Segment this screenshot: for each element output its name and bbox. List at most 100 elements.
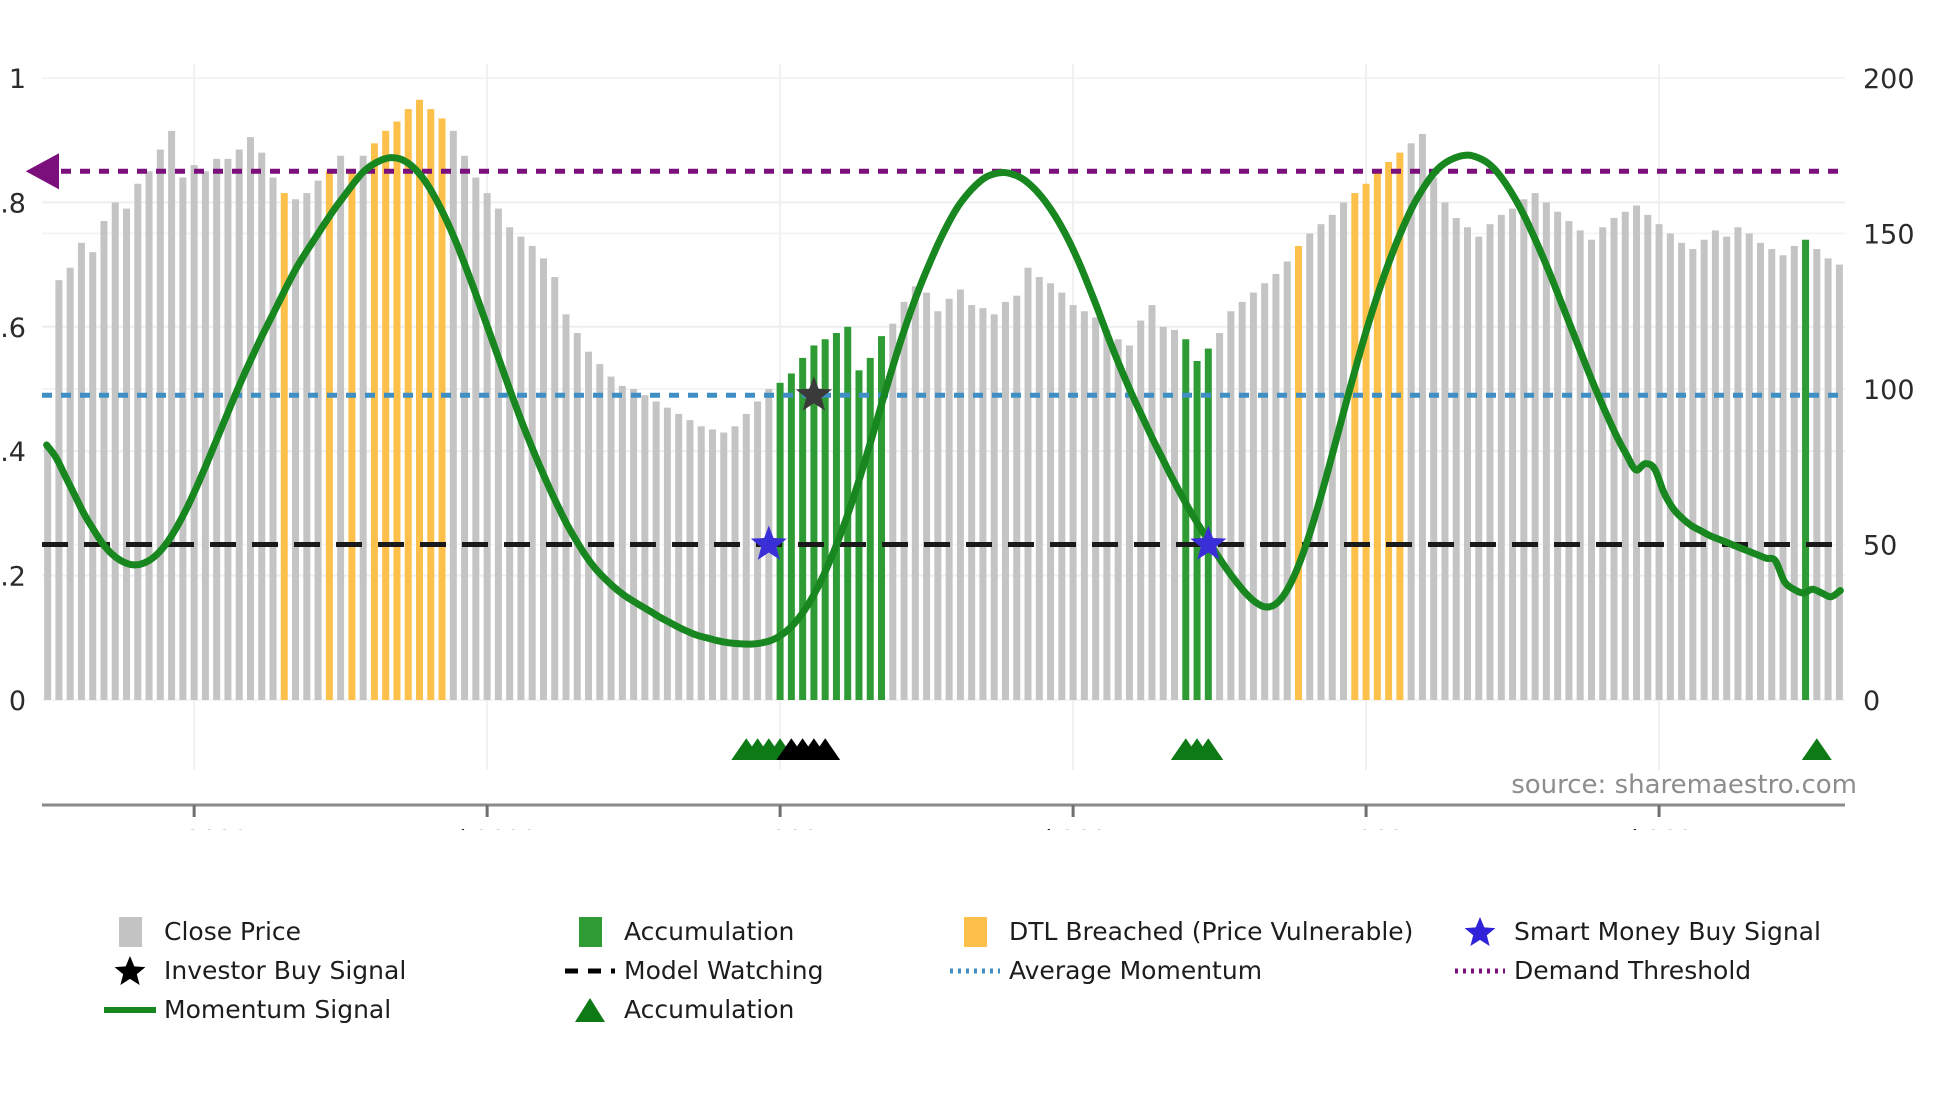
bar-close-price[interactable] [1576,230,1584,700]
bar-close-price[interactable] [1756,242,1764,700]
bar-close-price[interactable] [1486,224,1494,701]
bar-close-price[interactable] [1464,227,1471,700]
bar-close-price[interactable] [483,193,491,700]
bar-close-price[interactable] [1159,326,1167,700]
bar-close-price[interactable] [1700,239,1708,700]
bar-close-price[interactable] [1396,152,1404,700]
bar-close-price[interactable] [1610,217,1618,700]
bar-close-price[interactable] [652,401,660,700]
bar-close-price[interactable] [1711,230,1719,700]
bar-close-price[interactable] [416,99,423,700]
bar-close-price[interactable] [1114,339,1122,700]
bar-close-price[interactable] [1385,161,1393,701]
legend-item-smart-money-buy[interactable]: Smart Money Buy Signal [1446,915,1876,949]
bar-close-price[interactable] [382,130,390,700]
legend-item-demand-threshold[interactable]: Demand Threshold [1446,956,1876,985]
bar-close-price[interactable] [1644,214,1652,700]
bar-close-price[interactable] [1430,177,1438,700]
bar-close-price[interactable] [404,109,412,701]
bar-close-price[interactable] [1723,236,1731,701]
bar-close-price[interactable] [810,345,818,700]
bar-close-price[interactable] [832,333,840,700]
legend-item-average-momentum[interactable]: Average Momentum [941,956,1446,985]
bar-close-price[interactable] [427,109,435,701]
marker-smart-money-buy-signal[interactable] [1190,525,1227,560]
bar-close-price[interactable] [1509,208,1517,700]
bar-close-price[interactable] [506,227,514,700]
bar-close-price[interactable] [1227,311,1235,700]
bar-close-price[interactable] [799,357,807,700]
bar-close-price[interactable] [370,143,378,700]
legend-item-investor-buy[interactable]: Investor Buy Signal [96,954,556,988]
bar-close-price[interactable] [675,413,683,700]
bar-close-price[interactable] [145,171,153,701]
bar-close-price[interactable] [325,171,333,701]
bar-close-price[interactable] [55,280,63,700]
bar-close-price[interactable] [1768,249,1776,701]
bar-close-price[interactable] [190,165,198,700]
bar-close-price[interactable] [517,236,525,701]
bar-close-price[interactable] [258,152,266,700]
bar-close-price[interactable] [618,385,626,700]
bar-close-price[interactable] [787,373,795,700]
bar-close-price[interactable] [979,308,987,700]
bar-close-price[interactable] [911,286,919,700]
bar-close-price[interactable] [697,426,705,700]
bar-close-price[interactable] [1745,233,1753,701]
bar-close-price[interactable] [1193,361,1201,700]
bar-close-price[interactable] [889,323,897,700]
bar-close-price[interactable] [494,208,502,700]
bar-close-price[interactable] [1340,202,1348,700]
bar-close-price[interactable] [1317,224,1325,701]
bar-close-price[interactable] [179,177,187,700]
bar-close-price[interactable] [1238,301,1246,700]
bar-close-price[interactable] [246,137,254,701]
bar-close-price[interactable] [1171,329,1179,700]
bar-close-price[interactable] [562,314,570,700]
bar-close-price[interactable] [1137,320,1145,700]
bar-close-price[interactable] [855,370,863,700]
bar-close-price[interactable] [156,149,164,700]
bar-close-price[interactable] [348,171,356,701]
bar-close-price[interactable] [1824,258,1832,700]
bar-close-price[interactable] [1542,202,1550,700]
bar-close-price[interactable] [1565,221,1573,700]
bar-close-price[interactable] [945,298,953,700]
bar-close-price[interactable] [1678,242,1686,700]
bar-close-price[interactable] [1554,211,1562,701]
bar-close-price[interactable] [934,311,942,700]
bar-close-price[interactable] [472,177,480,700]
bar-close-price[interactable] [1362,183,1370,701]
bar-close-price[interactable] [1475,236,1483,701]
bar-close-price[interactable] [551,277,559,700]
legend-item-accumulation-bar[interactable]: Accumulation [556,916,941,947]
bar-close-price[interactable] [134,183,142,701]
bar-close-price[interactable] [438,118,446,701]
bar-close-price[interactable] [1216,333,1224,700]
bar-close-price[interactable] [528,245,536,700]
legend-item-momentum-signal[interactable]: Momentum Signal [96,995,556,1024]
bar-close-price[interactable] [100,221,108,700]
bar-close-price[interactable] [1599,227,1607,700]
bar-close-price[interactable] [1306,233,1314,701]
bar-close-price[interactable] [461,155,469,700]
bar-close-price[interactable] [866,357,874,700]
bar-close-price[interactable] [1351,193,1359,700]
bar-close-price[interactable] [1790,245,1798,700]
bar-close-price[interactable] [111,202,119,700]
bar-close-price[interactable] [280,193,288,700]
bar-close-price[interactable] [1204,348,1212,700]
bar-close-price[interactable] [1092,317,1100,700]
bar-close-price[interactable] [269,177,277,700]
bar-close-price[interactable] [89,252,97,700]
bar-close-price[interactable] [968,305,976,700]
bar-close-price[interactable] [878,336,886,700]
bar-close-price[interactable] [1047,283,1055,700]
bar-close-price[interactable] [1689,249,1697,701]
bar-close-price[interactable] [821,339,829,700]
bar-close-price[interactable] [1520,199,1528,701]
bar-close-price[interactable] [1418,133,1426,701]
bar-close-price[interactable] [585,351,593,700]
bar-close-price[interactable] [213,158,221,701]
bar-close-price[interactable] [754,401,762,700]
